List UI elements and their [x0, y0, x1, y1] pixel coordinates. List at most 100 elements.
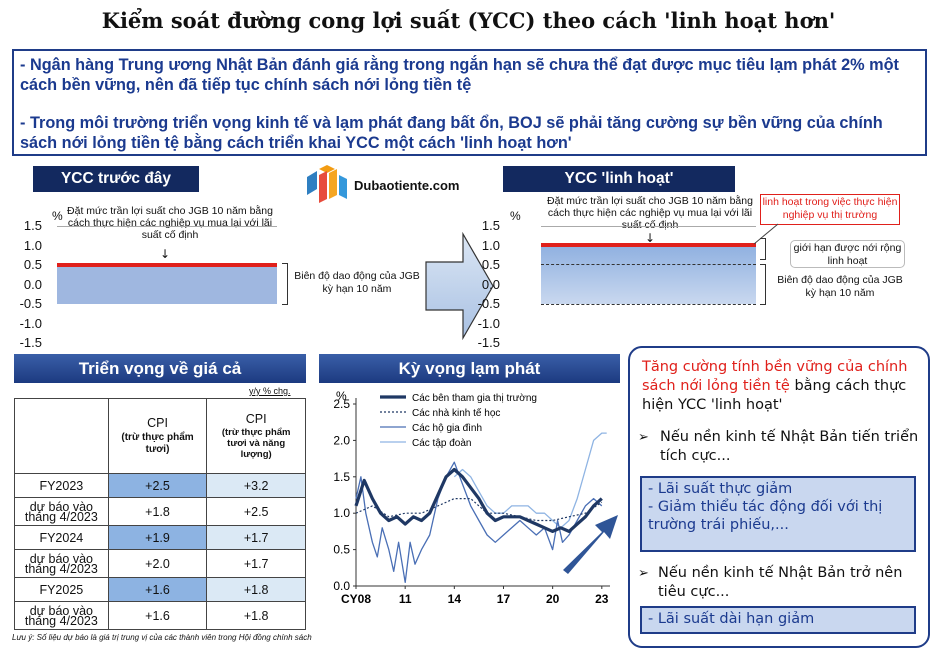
ycc-flex-dash-lower — [541, 304, 756, 305]
ycc-flex-band-label: Biên độ dao động của JGB kỳ hạn 10 năm — [777, 274, 903, 299]
page-title: Kiểm soát đường cong lợi suất (YCC) theo… — [101, 8, 836, 33]
row-label: dự báo vào tháng 4/2023 — [14, 497, 109, 526]
col-header-cpi-2: CPI (trừ thực phẩm tươi và năng lượng) — [206, 398, 306, 474]
down-arrow-icon: ↓ — [645, 231, 656, 245]
y-tick-label: 2.0 — [333, 433, 350, 447]
ytick-label: 0.0 — [481, 276, 500, 292]
price-outlook-unit: y/y % chg. — [249, 386, 291, 396]
y-tick-label: 2.5 — [333, 397, 350, 411]
transition-arrow-icon — [425, 231, 495, 341]
ycc-flex-gridline — [541, 226, 756, 227]
chevron-right-icon: ➢ — [638, 566, 649, 581]
ycc-flex-red-note: linh hoạt trong việc thực hiện nghiệp vụ… — [760, 194, 900, 225]
cpi-value: +1.9 — [107, 525, 208, 550]
policy-case-positive-box: - Lãi suất thực giảm - Giảm thiểu tác độ… — [640, 476, 916, 552]
intro-box: - Ngân hàng Trung ương Nhật Bản đánh giá… — [12, 49, 927, 156]
legend-label: Các tập đoàn — [412, 438, 472, 449]
row-label: dự báo vào tháng 4/2023 — [14, 549, 109, 578]
ycc-before-bracket — [282, 263, 288, 305]
ytick-label: -1.5 — [19, 335, 42, 350]
chart-title: Kỳ vọng lạm phát — [319, 354, 620, 383]
core-cpi-value: +1.7 — [206, 549, 306, 578]
table-row: dự báo vào tháng 4/2023 +1.6 +1.8 — [14, 601, 306, 630]
core-cpi-value: +3.2 — [206, 473, 306, 498]
table-row: dự báo vào tháng 4/2023 +1.8 +2.5 — [14, 497, 306, 526]
core-cpi-value: +1.8 — [206, 601, 306, 630]
row-label: FY2025 — [14, 577, 109, 602]
table-row: dự báo vào tháng 4/2023 +2.0 +1.7 — [14, 549, 306, 578]
x-tick-label: 14 — [448, 592, 462, 606]
ytick-label: -1.5 — [477, 335, 500, 350]
table-row: FY2024 +1.9 +1.7 — [14, 525, 306, 550]
ycc-flex-note: Đặt mức trần lợi suất cho JGB 10 năm bằn… — [547, 195, 753, 231]
ytick-label: -0.5 — [19, 296, 42, 311]
y-tick-label: 0.5 — [333, 543, 350, 557]
trend-arrow-icon — [563, 515, 618, 574]
ycc-flex-cap-line — [541, 243, 756, 247]
price-outlook-header: Triển vọng về giá cả — [14, 354, 306, 383]
table-row: FY2023 +2.5 +3.2 — [14, 473, 306, 498]
legend-label: Các nhà kinh tế học — [412, 407, 500, 419]
intro-point-1: - Ngân hàng Trung ương Nhật Bản đánh giá… — [20, 56, 899, 94]
ytick-label: 1.5 — [481, 218, 500, 233]
col2-title: CPI — [245, 412, 267, 426]
cpi-value: +2.5 — [107, 473, 208, 498]
ycc-flex-header: YCC 'linh hoạt' — [503, 166, 735, 192]
policy-effect-2: - Giảm thiểu tác động đối với thị trường… — [648, 499, 883, 533]
policy-case-negative: Nếu nền kinh tế Nhật Bản trở nên tiêu cự… — [658, 565, 903, 600]
ycc-flex-band — [541, 245, 756, 304]
cpi-value: +2.0 — [107, 549, 208, 578]
ytick-label: -1.0 — [477, 315, 500, 331]
ycc-flex-band-bracket — [760, 264, 766, 305]
ycc-flex-limit-bracket — [760, 238, 766, 260]
cpi-value: +1.8 — [107, 497, 208, 526]
row-label: dự báo vào tháng 4/2023 — [14, 601, 109, 630]
down-arrow-icon: ↓ — [160, 247, 171, 261]
ytick-label: 0.0 — [23, 276, 42, 292]
policy-effect-1: - Lãi suất thực giảm — [648, 481, 793, 497]
legend-label: Các hộ gia đình — [412, 423, 482, 434]
col-header-cpi-1: CPI (trừ thực phẩm tươi) — [107, 398, 208, 474]
policy-panel: Tăng cường tính bền vững của chính sách … — [628, 346, 930, 648]
price-outlook-table: CPI (trừ thực phẩm tươi) CPI (trừ thực p… — [14, 398, 306, 630]
intro-point-2: - Trong môi trường triển vọng kinh tế và… — [20, 114, 883, 152]
ytick-label: -0.5 — [477, 296, 500, 311]
col1-title: CPI — [147, 416, 168, 430]
inflation-expectations-chart: % 0.0 0.5 1.0 1.5 2.0 2.5 CY08 11 14 17 20 23 Các bên… — [333, 389, 618, 606]
chevron-right-icon: ➢ — [638, 430, 649, 445]
ycc-before-gridline — [57, 226, 277, 227]
row-label: FY2023 — [14, 473, 109, 498]
series-line — [354, 467, 603, 533]
x-tick-label: CY08 — [341, 592, 371, 606]
ycc-flex-limit-label: giới hạn được nới rộng linh hoạt — [790, 240, 905, 268]
price-outlook-footnote: Lưu ý: Số liệu dự báo là giá trị trung v… — [12, 633, 312, 642]
dubaotiente-logo-icon — [305, 165, 349, 207]
ytick-label: -1.0 — [19, 315, 42, 331]
x-tick-label: 11 — [399, 592, 412, 606]
ytick-label: 0.5 — [481, 257, 500, 272]
callout-pointer — [753, 223, 779, 245]
ycc-before-note: Đặt mức trần lợi suất cho JGB 10 năm bằn… — [67, 205, 273, 241]
y-axis-unit: % — [336, 389, 347, 403]
ycc-before-band-label: Biên độ dao động của JGB kỳ hạn 10 năm — [294, 270, 420, 295]
cpi-value: +1.6 — [107, 577, 208, 602]
ycc-before-cap-line — [57, 263, 277, 267]
policy-heading: Tăng cường tính bền vững của chính sách … — [642, 358, 922, 415]
ycc-before-band — [57, 265, 277, 304]
y-tick-label: 0.0 — [333, 579, 350, 593]
series-line — [355, 461, 603, 584]
ycc-before-unit: % — [52, 209, 63, 223]
policy-heading-rest: bằng cách thực hiện YCC 'linh hoạt' — [642, 378, 907, 413]
ycc-before-header: YCC trước đây — [33, 166, 199, 192]
core-cpi-value: +1.7 — [206, 525, 306, 550]
legend-label: Các bên tham gia thị trường — [412, 393, 537, 404]
x-tick-label: 20 — [546, 592, 560, 606]
core-cpi-value: +2.5 — [206, 497, 306, 526]
logo-text: Dubaotiente.com — [354, 178, 460, 193]
y-tick-label: 1.0 — [333, 506, 350, 520]
table-corner — [14, 398, 109, 474]
col1-sub: (trừ thực phẩm tươi) — [121, 432, 194, 455]
x-tick-label: 23 — [595, 592, 609, 606]
policy-case-positive: Nếu nền kinh tế Nhật Bản tiến triển tích… — [660, 429, 919, 464]
row-label: FY2024 — [14, 525, 109, 550]
